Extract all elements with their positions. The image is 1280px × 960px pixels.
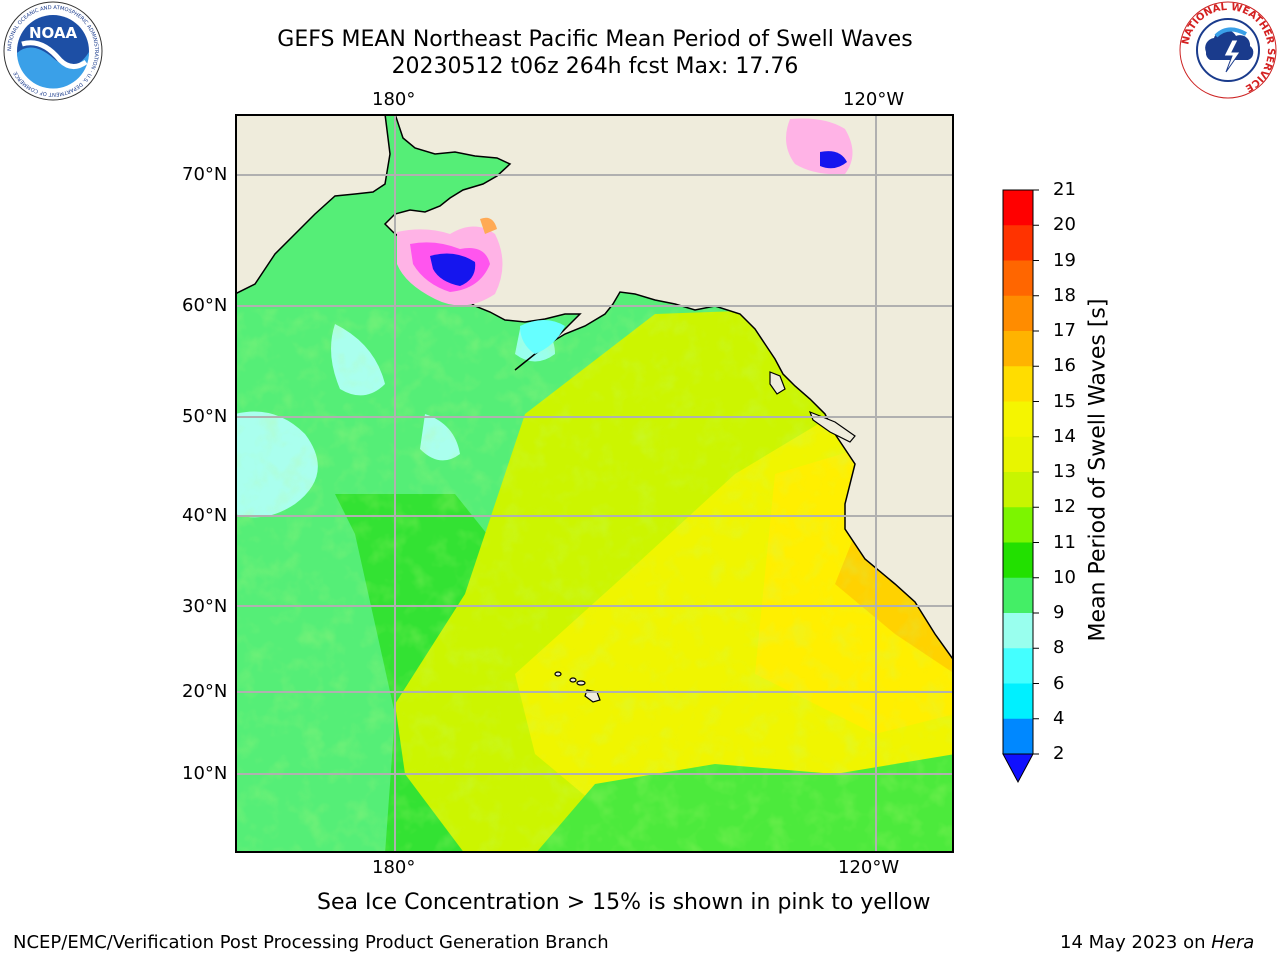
sea-ice-arctic (786, 118, 853, 175)
colorbar-segment (1003, 190, 1033, 226)
map-panel (235, 114, 954, 853)
colorbar-segment (1003, 260, 1033, 297)
lat-label-60n: 60°N (182, 295, 228, 316)
colorbar-tick-label: 4 (1053, 707, 1065, 729)
colorbar-tick-label: 18 (1053, 284, 1076, 306)
lon-label-top-180: 180° (372, 89, 416, 110)
colorbar-tick-label: 14 (1053, 425, 1076, 447)
footer-date: 14 May 2023 on Hera (1060, 932, 1254, 953)
lat-label-50n: 50°N (182, 406, 228, 427)
colorbar-tick-label: 12 (1053, 496, 1076, 518)
colorbar-tick-label: 9 (1053, 602, 1065, 623)
sea-ice-caption: Sea Ice Concentration > 15% is shown in … (317, 890, 931, 915)
colorbar-tick-label: 11 (1053, 531, 1076, 553)
colorbar (1002, 189, 1039, 784)
colorbar-segment (1003, 507, 1033, 543)
footer-date-text: 14 May 2023 on (1060, 932, 1212, 953)
colorbar-segment (1003, 718, 1033, 755)
colorbar-label: Mean Period of Swell Waves [s] (1085, 298, 1111, 642)
land-island-bc (769, 371, 786, 395)
land-alaska-canada (383, 115, 953, 661)
colorbar-extend-arrow (1002, 753, 1034, 784)
colorbar-tick-label: 2 (1053, 743, 1065, 764)
noaa-logo-text: NOAA (29, 24, 78, 42)
colorbar-tick-label: 8 (1053, 637, 1065, 659)
colorbar-tick-label: 13 (1053, 461, 1076, 482)
lat-label-20n: 20°N (182, 681, 228, 702)
footer-host: Hera (1211, 932, 1255, 953)
map-graticule (236, 115, 953, 852)
colorbar-segment (1003, 225, 1033, 261)
colorbar-tick-label: 19 (1053, 249, 1076, 271)
colorbar-tick-label: 21 (1053, 179, 1076, 200)
lon-label-bottom-180: 180° (372, 857, 416, 878)
noaa-logo: NATIONAL OCEANIC AND ATMOSPHERIC ADMINIS… (3, 1, 103, 101)
sea-ice-bering (397, 217, 503, 306)
colorbar-segment (1003, 436, 1033, 473)
chart-title: GEFS MEAN Northeast Pacific Mean Period … (277, 27, 913, 52)
colorbar-segment (1003, 331, 1033, 367)
lat-label-70n: 70°N (182, 164, 228, 185)
colorbar-segment (1003, 577, 1033, 614)
colorbar-segment (1003, 683, 1033, 720)
colorbar-segment (1003, 401, 1033, 438)
lat-label-30n: 30°N (182, 596, 228, 617)
colorbar-tick-label: 17 (1053, 320, 1076, 341)
sea-ice-cook-inlet (520, 320, 565, 354)
colorbar-segment (1003, 542, 1033, 579)
footer-org: NCEP/EMC/Verification Post Processing Pr… (13, 932, 609, 953)
lon-label-top-120w: 120°W (843, 89, 905, 110)
colorbar-tick-label: 15 (1053, 390, 1076, 412)
colorbar-tick-label: 6 (1053, 672, 1065, 694)
colorbar-tick-label: 20 (1053, 214, 1076, 236)
colorbar-segment (1003, 472, 1033, 508)
colorbar-segment (1003, 366, 1033, 402)
colorbar-segment (1003, 613, 1033, 649)
map-frame (235, 114, 954, 853)
land-chukotka (236, 115, 391, 295)
chart-subtitle: 20230512 t06z 264h fcst Max: 17.76 (391, 54, 799, 79)
colorbar-segment (1003, 648, 1033, 684)
lat-label-10n: 10°N (182, 763, 228, 784)
lat-label-40n: 40°N (182, 505, 228, 526)
land-island-vancouver (808, 410, 856, 443)
nws-logo: NATIONAL WEATHER SERVICE (1179, 1, 1277, 99)
colorbar-tick-label: 16 (1053, 355, 1076, 377)
lon-label-bottom-120w: 120°W (838, 857, 900, 878)
colorbar-tick-label: 10 (1053, 566, 1076, 588)
colorbar-segment (1003, 295, 1033, 332)
